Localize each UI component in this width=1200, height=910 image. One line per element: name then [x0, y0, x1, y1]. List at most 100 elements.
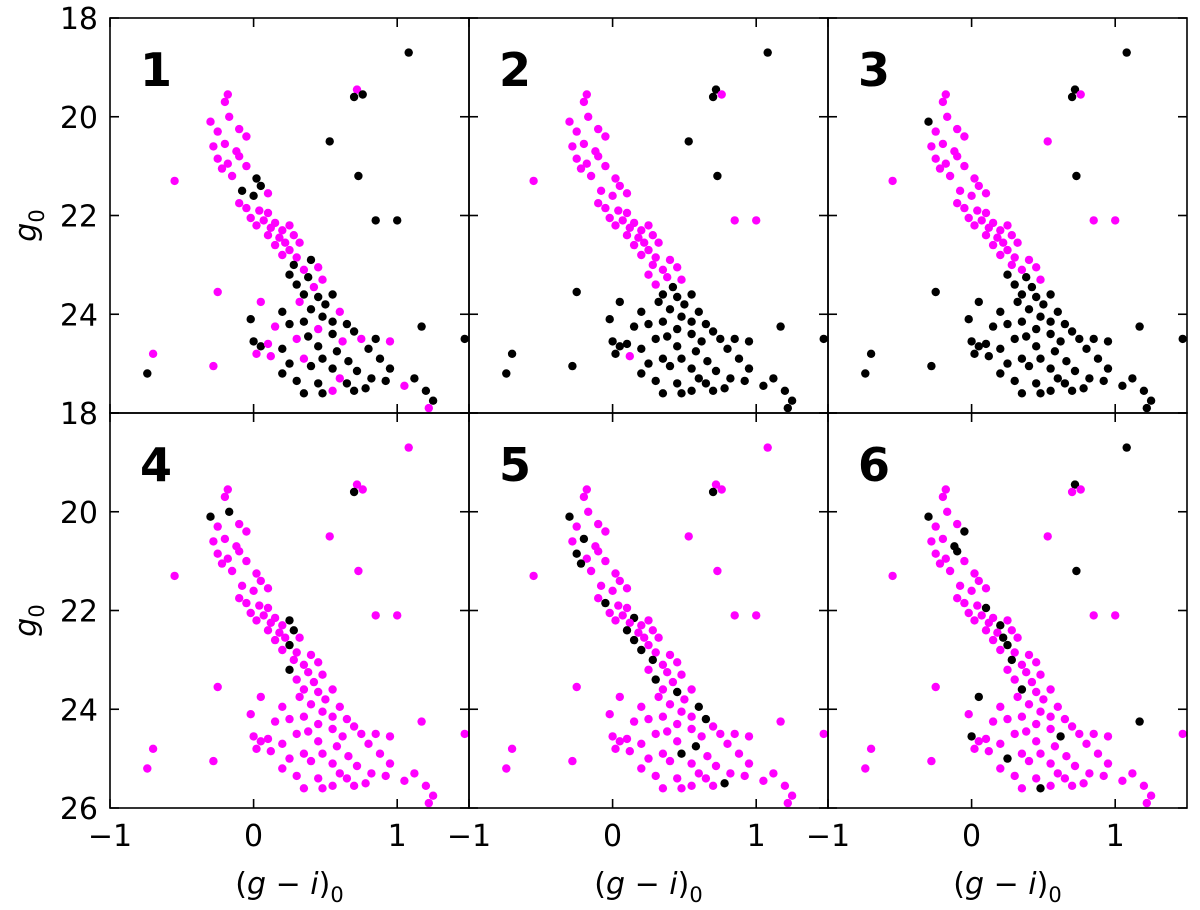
- member-star-point: [318, 749, 327, 758]
- nonmember-star-point: [1103, 337, 1113, 346]
- member-star-point: [605, 710, 614, 719]
- member-star-point: [726, 769, 735, 778]
- nonmember-star-point: [246, 315, 255, 324]
- nonmember-star-point: [651, 376, 660, 386]
- nonmember-star-point: [663, 332, 672, 341]
- member-star-point: [289, 231, 298, 240]
- member-star-point: [970, 744, 979, 753]
- member-star-point: [717, 485, 726, 494]
- member-star-point: [888, 176, 897, 186]
- member-star-point: [259, 216, 268, 225]
- member-star-point: [981, 231, 991, 240]
- member-star-point: [1007, 260, 1016, 270]
- nonmember-star-point: [1082, 344, 1091, 353]
- member-star-point: [410, 769, 419, 778]
- member-star-point: [1142, 798, 1152, 808]
- member-star-point: [213, 522, 222, 531]
- member-star-point: [648, 231, 657, 240]
- nonmember-star-point: [349, 92, 359, 102]
- member-star-point: [1013, 692, 1022, 702]
- member-star-point: [314, 774, 323, 783]
- nonmember-star-point: [708, 487, 718, 497]
- member-star-point: [1024, 700, 1034, 709]
- member-star-point: [1010, 648, 1019, 657]
- nonmember-star-point: [691, 347, 701, 356]
- member-star-point: [242, 598, 251, 608]
- member-star-point: [608, 586, 617, 595]
- member-star-point: [263, 189, 273, 198]
- member-star-point: [1003, 221, 1012, 230]
- member-star-point: [644, 616, 653, 625]
- nonmember-star-point: [769, 374, 778, 383]
- member-star-point: [608, 191, 617, 200]
- member-star-point: [711, 761, 721, 771]
- nonmember-star-point: [861, 369, 870, 378]
- nonmember-star-point: [354, 171, 363, 181]
- member-star-point: [289, 655, 298, 665]
- member-star-point: [242, 203, 251, 213]
- member-star-point: [1024, 255, 1034, 265]
- member-star-point: [278, 739, 287, 748]
- member-star-point: [955, 581, 965, 590]
- member-star-point: [237, 581, 247, 590]
- nonmember-star-point: [974, 297, 983, 307]
- nonmember-star-point: [325, 137, 334, 146]
- member-star-point: [1036, 749, 1045, 758]
- member-star-point: [605, 213, 614, 223]
- member-star-point: [996, 645, 1005, 655]
- member-star-point: [861, 764, 870, 773]
- member-star-point: [594, 547, 603, 556]
- member-star-point: [568, 537, 577, 546]
- panel-3-points: [861, 48, 1187, 413]
- nonmember-star-point: [730, 334, 739, 344]
- member-star-point: [358, 485, 367, 494]
- nonmember-star-point: [967, 732, 976, 741]
- nonmember-star-point: [996, 369, 1005, 378]
- member-star-point: [1017, 749, 1027, 758]
- member-star-point: [295, 297, 304, 307]
- member-star-point: [1060, 774, 1070, 783]
- member-star-point: [981, 584, 991, 593]
- member-star-point: [1067, 722, 1077, 731]
- nonmember-star-point: [1079, 384, 1088, 393]
- member-star-point: [400, 381, 409, 390]
- member-star-point: [304, 727, 313, 736]
- nonmember-star-point: [565, 512, 574, 521]
- member-star-point: [622, 734, 632, 744]
- member-star-point: [629, 240, 639, 250]
- panel-6-points: [861, 443, 1187, 808]
- member-star-point: [677, 707, 686, 716]
- member-star-point: [637, 250, 646, 260]
- member-star-point: [314, 737, 323, 746]
- member-star-point: [759, 776, 768, 785]
- member-star-point: [572, 522, 581, 531]
- member-star-point: [1036, 670, 1045, 679]
- member-star-point: [927, 756, 936, 766]
- member-star-point: [328, 724, 337, 734]
- nonmember-star-point: [780, 386, 790, 395]
- member-star-point: [255, 206, 264, 215]
- member-star-point: [582, 90, 591, 99]
- member-star-point: [927, 142, 936, 151]
- member-star-point: [299, 749, 309, 758]
- member-star-point: [304, 668, 313, 677]
- member-star-point: [385, 759, 395, 768]
- member-star-point: [220, 139, 230, 149]
- nonmember-star-point: [1013, 297, 1022, 307]
- member-star-point: [1093, 749, 1103, 758]
- member-star-point: [242, 132, 251, 141]
- member-star-point: [594, 519, 603, 529]
- member-star-point: [332, 742, 342, 751]
- member-star-point: [1032, 263, 1041, 272]
- member-star-point: [941, 485, 950, 494]
- nonmember-star-point: [1032, 292, 1041, 302]
- member-star-point: [605, 608, 614, 618]
- nonmember-star-point: [285, 359, 294, 368]
- member-star-point: [611, 569, 620, 578]
- member-star-point: [938, 534, 948, 544]
- nonmember-star-point: [1139, 386, 1149, 395]
- nonmember-star-point: [1003, 754, 1012, 763]
- x-tick-label: 1: [1106, 819, 1125, 854]
- panel-4: 4 18 20 22 24 26 g0 −1 0 1 (g − i)0: [9, 397, 470, 907]
- member-star-point: [1146, 791, 1156, 800]
